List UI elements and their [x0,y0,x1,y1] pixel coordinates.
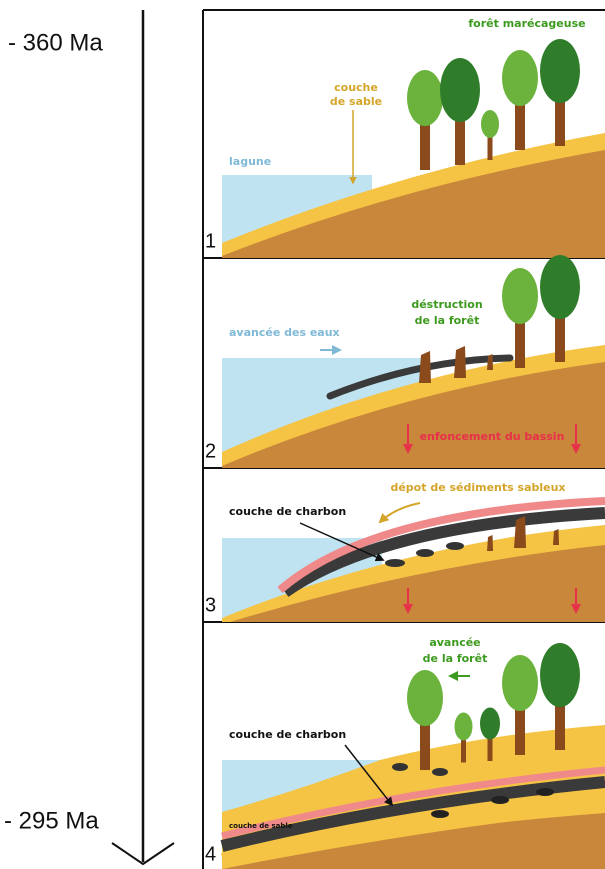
diagram: - 360 Ma - 295 Ma forêt marécageuse couc… [0,0,605,869]
label: enfoncement du bassin [420,430,565,443]
label: couche de sable [229,822,293,830]
label: de sable [330,95,382,108]
panel-4: avancée de la forêt couche de charbon co… [205,636,605,869]
label: couche de charbon [229,505,346,518]
label: de la forêt [415,314,480,327]
label: dépot de sédiments sableux [390,481,565,494]
start-label: - 360 Ma [8,29,103,56]
label: couche [334,81,378,94]
label: forêt marécageuse [468,17,585,30]
label: avancée [429,636,480,649]
panel-number: 1 [205,230,216,252]
panel-number: 3 [205,594,216,616]
panel-2: déstruction de la forêt avancée des eaux… [205,255,605,468]
label: couche de charbon [229,728,346,741]
label: déstruction [411,298,482,311]
label: de la forêt [423,652,488,665]
label: lagune [229,155,271,168]
end-label: - 295 Ma [4,807,99,834]
timeline: - 360 Ma - 295 Ma [4,10,174,864]
panel-1: forêt marécageuse couche de sable lagune… [205,17,605,258]
panel-number: 4 [205,843,216,865]
panel-number: 2 [205,440,216,462]
label: avancée des eaux [229,326,340,339]
panel-3: dépot de sédiments sableux couche de cha… [205,481,605,622]
